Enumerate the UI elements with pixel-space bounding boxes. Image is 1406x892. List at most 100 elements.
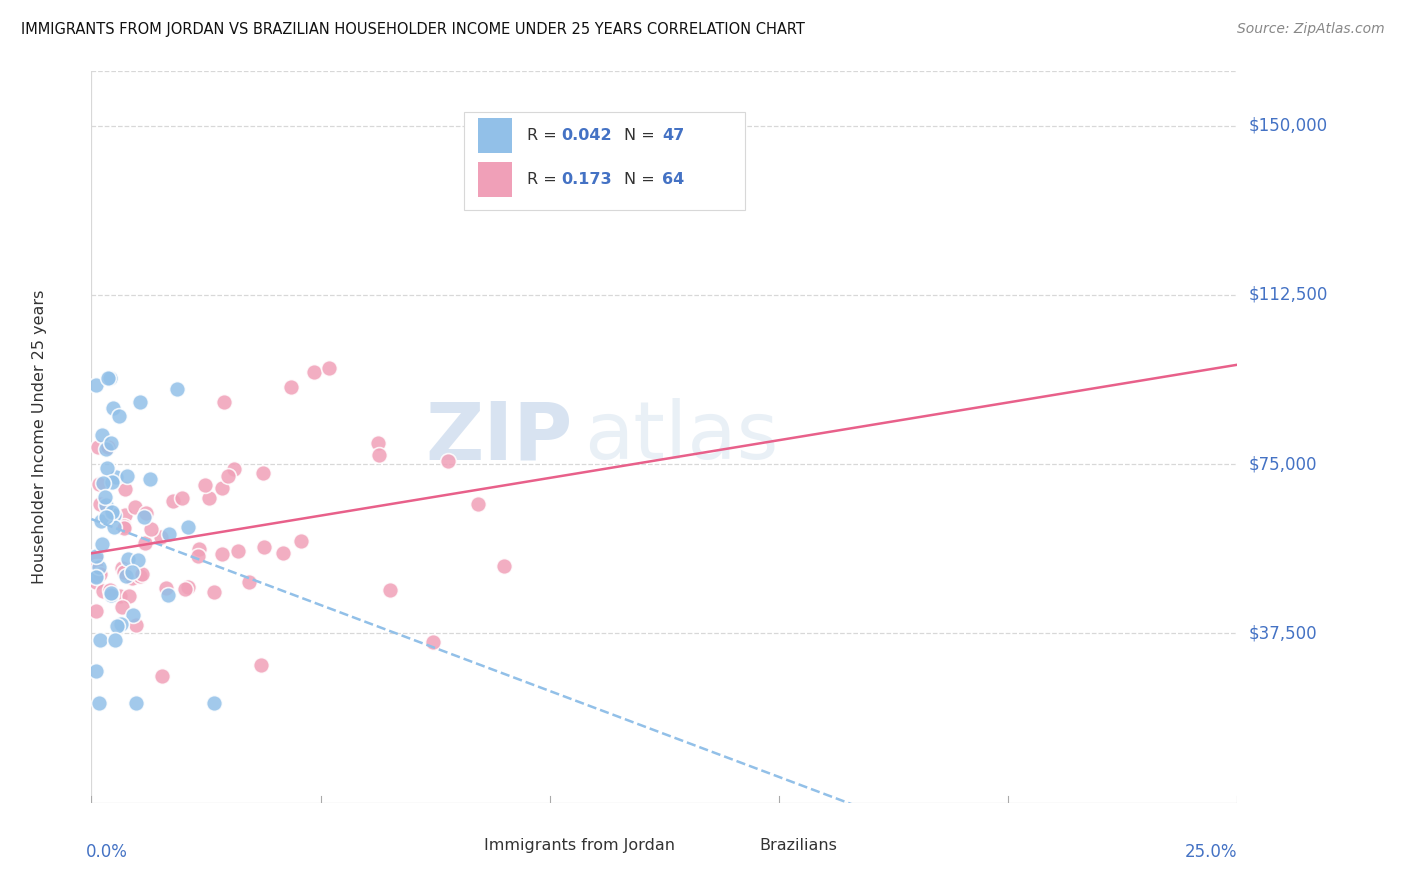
Point: [91, 427, 114, 442]
Point: [135, 506, 157, 520]
Point: [121, 608, 143, 623]
Point: [467, 497, 489, 511]
Point: [492, 558, 515, 573]
Point: [304, 365, 326, 379]
Point: [90, 537, 112, 551]
Point: [89, 566, 111, 581]
Point: [104, 633, 127, 648]
Text: 47: 47: [662, 128, 685, 144]
Point: [93, 475, 115, 490]
Point: [117, 589, 139, 603]
Point: [117, 552, 139, 566]
Point: [217, 468, 239, 483]
Point: [121, 565, 143, 579]
Text: 64: 64: [662, 172, 685, 187]
Text: ZIP: ZIP: [426, 398, 572, 476]
Point: [224, 461, 246, 475]
Point: [84, 560, 107, 574]
Point: [173, 582, 195, 597]
Point: [112, 565, 135, 579]
Point: [125, 618, 148, 632]
Point: [89, 497, 111, 511]
Text: 0.042: 0.042: [561, 128, 612, 144]
Point: [437, 454, 460, 468]
Point: [280, 380, 302, 394]
Point: [422, 635, 444, 649]
Point: [134, 535, 156, 549]
Text: IMMIGRANTS FROM JORDAN VS BRAZILIAN HOUSEHOLDER INCOME UNDER 25 YEARS CORRELATIO: IMMIGRANTS FROM JORDAN VS BRAZILIAN HOUS…: [21, 22, 806, 37]
Text: $37,500: $37,500: [1249, 624, 1317, 642]
Point: [139, 472, 162, 486]
Text: $75,000: $75,000: [1249, 455, 1317, 473]
Point: [150, 669, 173, 683]
Point: [90, 514, 112, 528]
Point: [162, 494, 184, 508]
Point: [149, 530, 172, 544]
Point: [84, 378, 107, 392]
Point: [188, 541, 211, 556]
Text: atlas: atlas: [583, 398, 779, 476]
Point: [114, 482, 136, 496]
Point: [105, 470, 128, 484]
Point: [96, 461, 118, 475]
Point: [100, 588, 122, 602]
Point: [378, 582, 401, 597]
Point: [91, 584, 114, 599]
FancyBboxPatch shape: [464, 112, 745, 211]
Point: [96, 510, 118, 524]
Point: [89, 477, 111, 491]
Point: [367, 448, 389, 462]
Point: [176, 519, 198, 533]
Text: Householder Income Under 25 years: Householder Income Under 25 years: [32, 290, 48, 584]
Point: [103, 508, 125, 523]
Point: [100, 586, 122, 600]
Point: [84, 569, 107, 583]
Point: [87, 564, 110, 578]
Point: [273, 546, 295, 560]
Point: [112, 519, 135, 533]
Point: [111, 561, 134, 575]
Text: $112,500: $112,500: [1249, 285, 1327, 304]
Point: [114, 569, 136, 583]
Point: [250, 657, 273, 672]
Point: [129, 569, 152, 583]
Point: [139, 522, 162, 536]
Point: [100, 475, 122, 490]
Text: $150,000: $150,000: [1249, 117, 1327, 135]
Point: [211, 547, 233, 561]
Point: [290, 533, 312, 548]
Point: [252, 466, 274, 480]
FancyBboxPatch shape: [478, 162, 512, 197]
Point: [84, 549, 107, 563]
Point: [101, 401, 124, 416]
Point: [108, 589, 131, 603]
Text: Brazilians: Brazilians: [759, 838, 838, 854]
Point: [198, 491, 221, 505]
Text: 0.173: 0.173: [561, 172, 612, 187]
Point: [155, 581, 177, 595]
Text: R =: R =: [527, 128, 562, 144]
Point: [129, 394, 152, 409]
Point: [226, 544, 249, 558]
Point: [166, 382, 188, 396]
Point: [132, 510, 155, 524]
Text: Source: ZipAtlas.com: Source: ZipAtlas.com: [1237, 22, 1385, 37]
Point: [84, 552, 107, 566]
Point: [110, 616, 132, 631]
Point: [84, 664, 107, 678]
Point: [121, 571, 143, 585]
Text: 0.0%: 0.0%: [86, 843, 128, 861]
Point: [125, 697, 148, 711]
Point: [94, 442, 117, 457]
Point: [172, 491, 194, 505]
Point: [253, 541, 276, 555]
Point: [124, 500, 146, 514]
Point: [97, 440, 120, 454]
Point: [101, 505, 124, 519]
Point: [97, 371, 120, 385]
Point: [177, 580, 200, 594]
Point: [112, 521, 135, 535]
Point: [211, 481, 233, 495]
Point: [111, 599, 134, 614]
Point: [157, 588, 180, 602]
